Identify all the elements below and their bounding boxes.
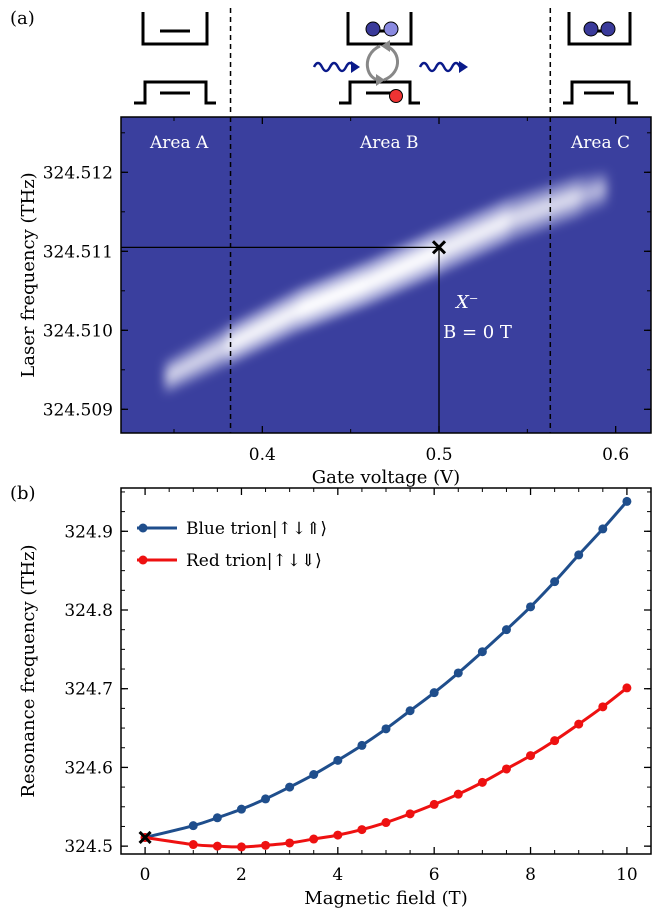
series-1-point [550,736,560,746]
series-1-point [188,840,198,850]
legend-entry-red: Red trion|↑↓⇓⟩ [186,551,322,571]
b-y-axis-label: Resonance frequency (THz) [18,544,39,797]
panel-a-label: (a) [10,8,35,29]
b-xtick-label: 2 [236,865,247,885]
b-ytick-label: 324.9 [64,522,113,542]
series-1-point [333,830,343,840]
heatmap-ticks: 0.4 0.5 0.6 324.509 324.510 324.511 324.512 [43,117,651,465]
series-1-point [261,840,271,850]
resonance-core [165,337,227,385]
a-x-axis-label: Gate voltage (V) [312,467,460,488]
legend-marker-red [138,555,148,565]
resonance-core [580,180,607,205]
resonance-core [297,273,369,320]
area-c-label: Area C [570,133,630,153]
series-1-point [236,842,246,852]
a-ytick-label: 324.512 [43,163,113,183]
series-0-point [453,668,463,678]
b-xtick-label: 10 [616,865,638,885]
resonance-core [368,241,439,293]
series-0-point [429,688,439,698]
series-0-point [501,625,511,635]
series-0-point [381,724,391,734]
series-0-point [212,813,222,823]
a-xtick-label: 0.4 [249,445,276,465]
series-1-point [501,764,511,774]
line-plot-ticks: 0 2 4 6 8 10 324.5 324.6 324.7 324.8 324.9 [64,488,651,885]
series-1-point [357,825,367,835]
b-ytick-label: 324.6 [64,758,113,778]
series-0-point [285,782,295,792]
b-marker-x-icon [138,830,152,845]
a-xtick-label: 0.5 [425,445,452,465]
electron-dot-icon [365,21,381,37]
cycle-arrow-icon [365,44,383,82]
a-ytick-label: 324.511 [43,242,113,262]
b-ytick-label: 324.5 [64,837,113,857]
series-1-point [212,841,222,851]
b-xtick-label: 4 [332,865,343,885]
resonance-core [227,301,298,355]
schematic-area-a [134,12,216,105]
annotation-field: B = 0 T [443,322,512,343]
series-0-point [309,770,319,780]
a-y-axis-label: Laser frequency (THz) [18,172,39,377]
series-1-point [429,799,439,809]
series-1-point [381,818,391,828]
schematic-area-c [563,12,638,105]
resonance-core [439,210,510,262]
series-1-point [598,702,608,712]
series-0-point [333,755,343,765]
series-1-point [622,683,632,693]
series-1-point [526,751,536,761]
hole-dot-icon [389,89,403,103]
series-1-point [477,777,487,787]
series-1-point [285,838,295,848]
b-xtick-label: 8 [525,865,536,885]
resonance-core [509,187,581,230]
b-ytick-label: 324.7 [64,680,113,700]
series-0-point [477,647,487,657]
heatmap-overlay [121,117,552,433]
electron-dot-icon [583,21,599,37]
line-plot-frame [120,487,652,855]
series-0-point [405,706,415,716]
series-0-point [574,550,584,560]
line-plot-series [138,496,632,852]
series-0-point [236,804,246,814]
series-0-point [598,524,608,534]
electron-dot-icon [383,21,399,37]
series-0-point [357,740,367,750]
series-1-point [574,719,584,729]
photon-in-icon [312,61,356,73]
a-xtick-label: 0.6 [602,445,629,465]
b-xtick-label: 0 [140,865,151,885]
series-0-point [188,821,198,831]
series-1-point [309,834,319,844]
b-xtick-label: 6 [429,865,440,885]
b-ytick-label: 324.8 [64,601,113,621]
legend-marker-blue [138,523,148,533]
marker-x-icon [431,240,447,255]
panel-b-label: (b) [10,483,36,504]
series-1-point [453,789,463,799]
series-0-point [526,602,536,612]
area-b-label: Area B [359,133,419,153]
a-ytick-label: 324.510 [43,321,113,341]
annotation-trion: X⁻ [454,292,478,313]
electron-dot-icon [600,21,616,37]
schematic-area-b [312,12,468,105]
heatmap-frame [120,116,652,434]
series-0-point [550,577,560,587]
series-1-point [405,809,415,819]
b-x-axis-label: Magnetic field (T) [304,888,467,909]
series-0-point [261,794,271,804]
area-a-label: Area A [149,133,209,153]
photon-out-icon [418,61,462,73]
a-ytick-label: 324.509 [43,400,113,420]
legend: Blue trion|↑↓⇑⟩ Red trion|↑↓⇓⟩ [137,519,327,571]
series-0-point [622,496,632,506]
legend-entry-blue: Blue trion|↑↓⇑⟩ [186,519,327,539]
